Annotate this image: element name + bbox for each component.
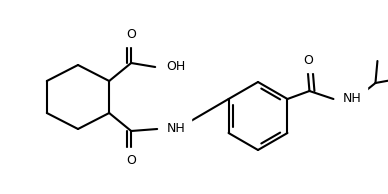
Text: O: O <box>126 153 136 166</box>
Text: O: O <box>303 54 314 67</box>
Text: NH: NH <box>343 93 361 106</box>
Text: NH: NH <box>167 121 186 134</box>
Text: O: O <box>126 28 136 41</box>
Text: OH: OH <box>166 61 185 74</box>
